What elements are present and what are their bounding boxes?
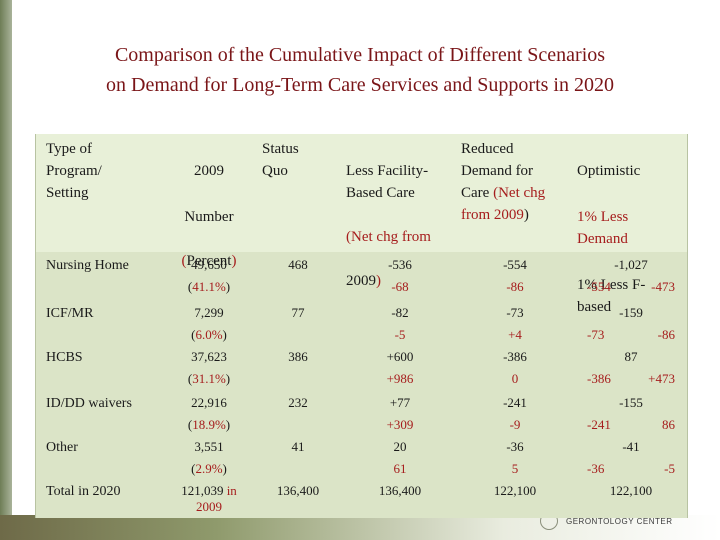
row-less-facility: +77 +309: [386, 395, 414, 432]
logo-text: GERONTOLOGY CENTER: [566, 516, 673, 526]
row-less-facility: +600 +986: [386, 349, 414, 386]
row-reduced-demand: -554 -86: [503, 257, 527, 294]
row-2009-value: 49,650 (41.1%): [187, 257, 231, 294]
row-label: ICF/MR: [46, 306, 94, 321]
bottom-decorative-strip: [0, 515, 720, 540]
header-2009-year: 2009: [194, 163, 224, 179]
slide-title: Comparison of the Cumulative Impact of D…: [30, 40, 690, 100]
row-2009-value: 37,623 (31.1%): [187, 349, 231, 386]
header-optimistic: Optimistic 1% Less Demand 1% Less F- bas…: [577, 138, 685, 340]
row-reduced-demand: -36 5: [506, 439, 524, 476]
row-optimistic: -41 -36 -5: [587, 439, 675, 476]
row-2009-value: 7,299 (6.0%): [191, 305, 227, 342]
row-reduced-demand: -241 -9: [503, 395, 527, 432]
header-less-facility-based-care: Less Facility- Based Care (Net chg from …: [346, 138, 458, 314]
row-status-quo: 41: [291, 439, 305, 454]
header-reduced-demand: Reduced Demand for Care (Net chg from 20…: [461, 141, 546, 223]
total-reduced-demand: 122,100: [493, 483, 537, 498]
header-2009: 2009 Number (Percent): [164, 138, 254, 294]
row-optimistic: -1,027 -554 -473: [587, 257, 675, 294]
total-2009-value: 121,039 in 2009: [181, 483, 237, 514]
row-less-facility: -536 -68: [388, 257, 412, 294]
row-reduced-demand: -386 0: [503, 349, 527, 386]
row-label: HCBS: [46, 350, 83, 365]
total-label: Total in 2020: [46, 484, 121, 499]
title-line-2: on Demand for Long-Term Care Services an…: [106, 74, 614, 96]
row-status-quo: 386: [288, 349, 308, 364]
header-type-of-program: Type of Program/ Setting: [46, 141, 102, 201]
left-decorative-bar: [0, 0, 12, 540]
row-2009-value: 22,916 (18.9%): [187, 395, 231, 432]
comparison-table: Type of Program/ Setting 2009 Number (Pe…: [35, 134, 688, 518]
header-optimistic-less-demand: 1% Less Demand: [577, 209, 629, 247]
row-status-quo: 77: [291, 305, 305, 320]
row-optimistic: 87 -386 +473: [587, 349, 675, 386]
row-2009-value: 3,551 (2.9%): [191, 439, 227, 476]
table-row: Other 3,551 (2.9%) 41 20 61 -36 5 -41 -36 -5: [36, 436, 687, 480]
total-status-quo: 136,400: [276, 483, 320, 498]
row-less-facility: -82 -5: [391, 305, 409, 342]
table-header: Type of Program/ Setting 2009 Number (Pe…: [36, 134, 687, 315]
row-optimistic: -155 -241 86: [587, 395, 675, 432]
row-status-quo: 468: [288, 257, 308, 272]
header-status-quo: Status Quo: [262, 141, 299, 179]
row-status-quo: 232: [288, 395, 308, 410]
header-optimistic-title: Optimistic: [577, 163, 641, 179]
row-optimistic: -159 -73 -86: [587, 305, 675, 342]
row-label: Other: [46, 440, 78, 455]
total-less-facility: 136,400: [378, 483, 422, 498]
total-optimistic: 122,100: [609, 483, 653, 498]
table-row: ID/DD waivers 22,916 (18.9%) 232 +77 +309 …: [36, 392, 687, 436]
table-row-total: Total in 2020 121,039 in 2009 136,400 136…: [36, 480, 687, 524]
header-percent: (Percent): [181, 253, 237, 269]
table-row: HCBS 37,623 (31.1%) 386 +600 +986 -386 0 87…: [36, 346, 687, 390]
header-lf-net-chg: (Net chg from: [346, 229, 431, 245]
row-label: Nursing Home: [46, 258, 129, 273]
title-line-1: Comparison of the Cumulative Impact of D…: [114, 44, 606, 66]
header-lf-title: Less Facility- Based Care: [346, 163, 429, 201]
table-row: Nursing Home 49,650 (41.1%) 468 -536 -68 -…: [36, 254, 687, 298]
header-optimistic-less-fbased: 1% Less F- based: [577, 277, 646, 315]
row-reduced-demand: -73 +4: [506, 305, 524, 342]
header-lf-year: 2009): [346, 273, 381, 289]
header-number: Number: [184, 209, 234, 225]
row-label: ID/DD waivers: [46, 396, 132, 411]
table-row: ICF/MR 7,299 (6.0%) 77 -82 -5 -73 +4 -159 -7…: [36, 302, 687, 346]
row-less-facility: 20 61: [393, 439, 407, 476]
